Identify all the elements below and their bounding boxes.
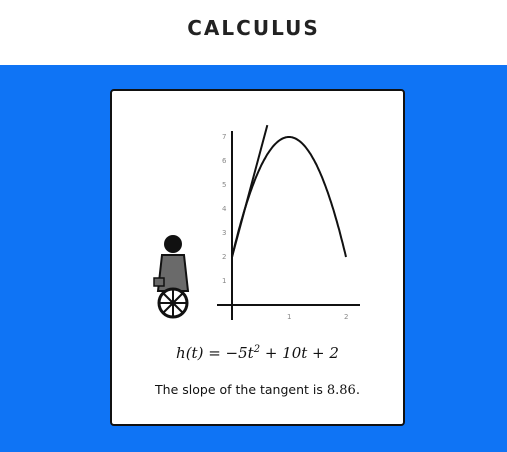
y-tick-label: 5 xyxy=(222,181,226,189)
tangent-line xyxy=(231,124,269,258)
cannonball-icon xyxy=(164,235,182,253)
y-tick-label: 4 xyxy=(222,205,227,213)
y-tick-label: 1 xyxy=(222,277,226,285)
y-tick-label: 6 xyxy=(222,157,227,165)
cannon-icon[interactable] xyxy=(153,235,190,319)
x-tick-label: 2 xyxy=(344,313,348,321)
height-formula: h(t) = −5t2 + 10t + 2 xyxy=(176,344,339,362)
graph-card: 1 2 3 4 5 6 7 1 2 h(t) = −5t2 + 10t + 2 The slop… xyxy=(110,89,405,426)
slope-label: The slope of the tangent is xyxy=(155,382,323,397)
page-title: CALCULUS xyxy=(187,16,320,40)
height-curve xyxy=(231,136,347,258)
y-tick-label: 2 xyxy=(222,253,226,261)
x-tick-label: 1 xyxy=(287,313,291,321)
slope-readout: The slope of the tangent is 8.86. xyxy=(112,382,403,398)
height-graph[interactable]: 1 2 3 4 5 6 7 1 2 xyxy=(112,91,403,341)
y-tick-label: 7 xyxy=(222,133,226,141)
slope-value: 8.86. xyxy=(326,383,360,398)
y-tick-label: 3 xyxy=(222,229,226,237)
page-header: CALCULUS xyxy=(0,0,507,65)
